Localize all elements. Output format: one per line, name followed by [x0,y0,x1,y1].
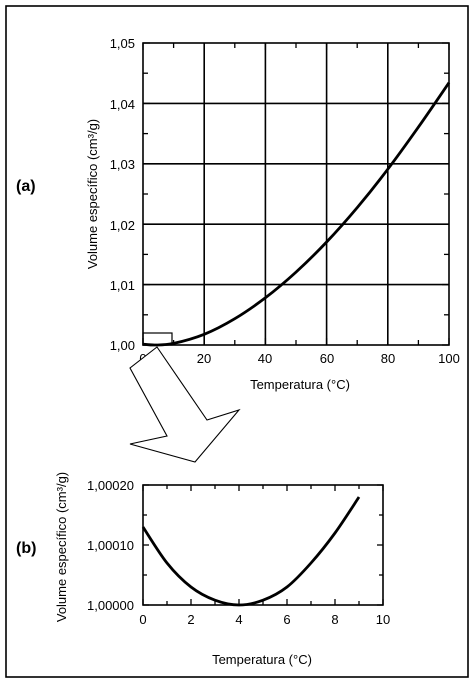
chart-b: (b) 1,00000 1,00010 1,00020 0 2 4 6 8 10… [16,472,390,667]
y-axis-label-a: Volume específico (cm³/g) [85,119,100,269]
series-line-a [142,81,451,347]
y-tick-label-a-1,05: 1,05 [110,36,135,51]
panel-label-b: (b) [16,540,36,557]
x-tick-label-b-8: 8 [331,612,338,627]
plot-frame-a [142,42,450,346]
plot-frame-b [142,484,384,606]
y-tick-label-a-1,04: 1,04 [110,97,135,112]
x-tick-label-b-10: 10 [376,612,390,627]
y-tick-label-b-1,00010: 1,00010 [87,538,134,553]
grid-a [143,43,449,345]
y-tick-label-a-1,01: 1,01 [110,278,135,293]
y-tick-label-b-1,00000: 1,00000 [87,598,134,613]
ticks-a [142,42,450,346]
x-tick-label-a-60: 60 [320,351,334,366]
x-tick-label-a-100: 100 [438,351,460,366]
zoom-region-box [142,332,173,346]
series-line-b [141,496,361,607]
y-axis-label-b: Volume específico (cm³/g) [54,472,69,622]
x-tick-label-a-40: 40 [258,351,272,366]
y-tick-label-a-1,00: 1,00 [110,338,135,353]
y-tick-label-a-1,02: 1,02 [110,218,135,233]
x-tick-label-a-20: 20 [197,351,211,366]
x-axis-label-a: Temperatura (°C) [250,377,350,392]
x-tick-label-b-2: 2 [187,612,194,627]
chart-a: (a) 1,00 1,01 1,02 1,03 1,04 1,05 0 20 4… [16,36,460,392]
y-tick-label-b-1,00020: 1,00020 [87,478,134,493]
x-tick-label-b-0: 0 [139,612,146,627]
ticks-b [142,484,384,606]
x-tick-label-b-6: 6 [283,612,290,627]
x-tick-label-b-4: 4 [235,612,242,627]
zoom-callout-arrow [129,346,241,463]
figure-frame [5,5,469,678]
x-tick-label-a-80: 80 [381,351,395,366]
y-tick-label-a-1,03: 1,03 [110,157,135,172]
panel-label-a: (a) [16,178,36,195]
x-axis-label-b: Temperatura (°C) [212,652,312,667]
